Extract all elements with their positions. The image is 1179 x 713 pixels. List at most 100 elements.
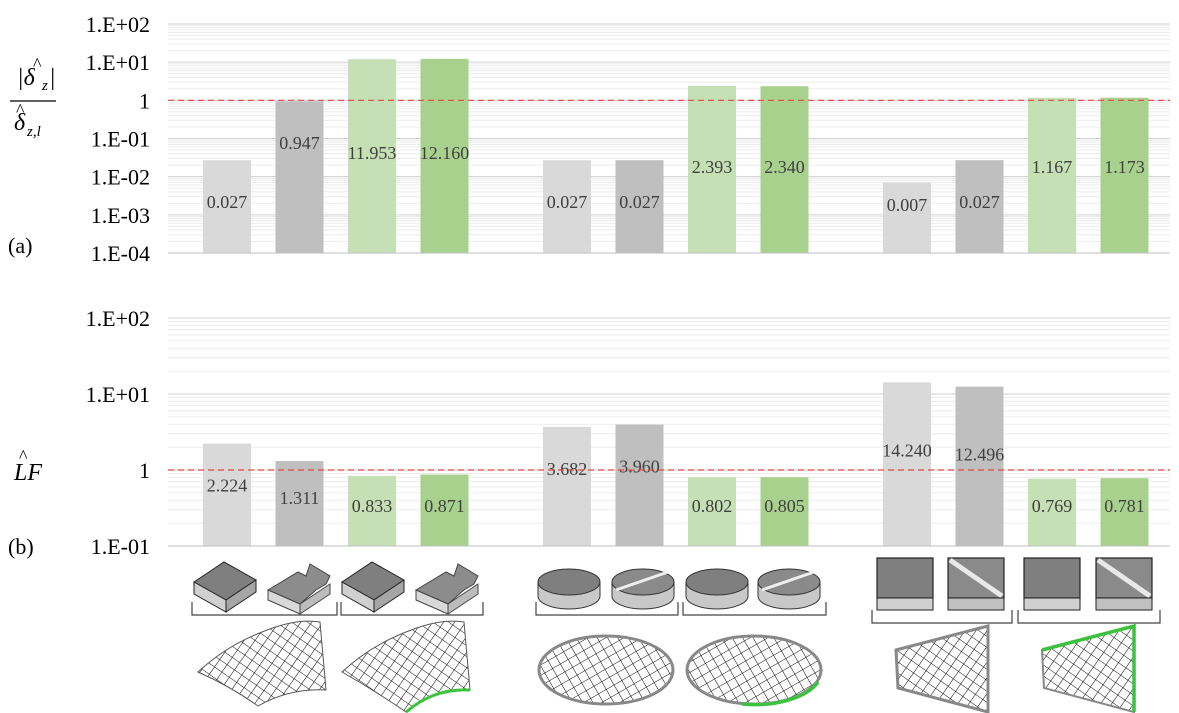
y-tick-label: 1.E+02 (86, 306, 150, 331)
curved-shell-mesh-icon (197, 620, 327, 707)
panel-b-chart: 1.E-01 1 1.E+01 1.E+02 2.224 1.311 0.833 0.871 3… (86, 306, 1170, 559)
panel-a-label: (a) (8, 233, 32, 258)
bar (1100, 478, 1149, 546)
bar (420, 474, 469, 546)
circular-plate-mesh-green-edge-icon (685, 634, 823, 707)
curved-shell-mesh-green-edge-icon (341, 620, 471, 713)
data-label: 2.393 (692, 157, 733, 177)
panel-a-ylabel: |δ z | ^ δ z,l ^ (10, 54, 56, 140)
svg-text:z,l: z,l (26, 124, 41, 140)
data-label: 0.027 (547, 192, 588, 212)
bar (955, 386, 1004, 546)
bar (203, 160, 251, 253)
data-label: 0.769 (1032, 496, 1073, 516)
data-label: 2.340 (764, 157, 805, 177)
data-label: 0.871 (424, 496, 465, 516)
bar (615, 424, 664, 546)
bar (348, 476, 396, 546)
bar (420, 58, 469, 253)
data-label: 11.953 (348, 143, 397, 163)
bracket (340, 602, 484, 616)
data-label: 0.007 (887, 195, 928, 215)
geometry-icons-row (191, 557, 1161, 624)
diagonal-plate-icon (1095, 557, 1153, 611)
bracket (871, 610, 1013, 624)
svg-text:^: ^ (19, 446, 28, 466)
data-label: 2.224 (207, 476, 248, 496)
bar (883, 382, 931, 546)
bar (1028, 97, 1076, 253)
bar (760, 86, 809, 253)
panel-b-label: (b) (8, 534, 34, 559)
data-label: 0.805 (764, 496, 805, 516)
bracket (191, 602, 338, 616)
bar (543, 160, 591, 253)
data-label: 0.027 (207, 192, 248, 212)
bar (275, 461, 324, 546)
cylinder-icon (685, 568, 749, 610)
panel-a-chart: 1.E-04 1.E-03 1.E-02 1.E-01 1 1.E+01 1.E+02 0.0… (86, 12, 1170, 266)
svg-text:^: ^ (33, 54, 42, 74)
y-tick-label: 1.E-01 (91, 127, 150, 152)
trapezoid-mesh-icon (894, 624, 990, 713)
svg-text:δ: δ (14, 110, 26, 136)
y-tick-label: 1.E-02 (91, 165, 150, 190)
bar (1028, 478, 1076, 546)
diagonal-plate-icon (947, 557, 1005, 611)
bracket (682, 602, 827, 616)
square-block-icon (193, 561, 257, 613)
cut-cylinder-icon (757, 568, 821, 610)
bar (760, 477, 809, 546)
bar (615, 160, 664, 253)
bar (348, 59, 396, 254)
bracket (535, 602, 679, 616)
y-tick-label: 1 (139, 458, 150, 483)
circular-plate-mesh-icon (537, 634, 675, 706)
trapezoid-mesh-green-edge-icon (1040, 623, 1136, 713)
square-block-icon (341, 561, 405, 613)
bar (275, 101, 324, 253)
data-label: 0.833 (352, 496, 393, 516)
data-label: 1.167 (1032, 157, 1073, 177)
svg-text:^: ^ (16, 100, 25, 120)
svg-text:z: z (41, 78, 48, 94)
svg-text:|δ: |δ (17, 65, 36, 91)
bar (883, 182, 931, 253)
bar (543, 426, 591, 546)
data-label: 1.311 (280, 488, 320, 508)
y-tick-label: 1.E+01 (86, 382, 150, 407)
y-tick-label: 1.E-04 (91, 241, 150, 266)
stepped-block-icon (266, 563, 331, 615)
data-label: 12.496 (955, 445, 1005, 465)
data-label: 0.027 (619, 192, 660, 212)
cylinder-icon (537, 568, 601, 610)
data-label: 12.160 (420, 143, 470, 163)
data-label: 0.781 (1104, 496, 1145, 516)
stepped-block-icon (414, 563, 479, 615)
y-tick-label: 1.E-01 (91, 534, 150, 559)
svg-text:|: | (49, 65, 56, 91)
y-tick-label: 1 (139, 88, 150, 113)
svg-text:LF: LF (13, 460, 42, 486)
data-label: 14.240 (882, 440, 932, 460)
y-tick-label: 1.E+01 (86, 50, 150, 75)
panel-b-ylabel: LF ^ (13, 446, 42, 486)
bracket (1017, 610, 1161, 624)
bar (688, 477, 736, 546)
cut-cylinder-icon (611, 568, 675, 610)
data-label: 3.682 (547, 459, 588, 479)
y-tick-label: 1.E-03 (91, 203, 150, 228)
data-label: 3.960 (619, 457, 660, 477)
data-label: 0.802 (692, 496, 733, 516)
y-tick-label: 1.E+02 (86, 12, 150, 37)
data-label: 1.173 (1104, 157, 1145, 177)
square-plate-icon (876, 557, 934, 611)
mesh-icons-row (197, 620, 1136, 713)
bar (955, 160, 1004, 253)
bar (203, 443, 251, 546)
data-label: 0.027 (959, 192, 1000, 212)
data-label: 0.947 (279, 133, 320, 153)
bar (688, 85, 736, 253)
bar (1100, 97, 1149, 253)
